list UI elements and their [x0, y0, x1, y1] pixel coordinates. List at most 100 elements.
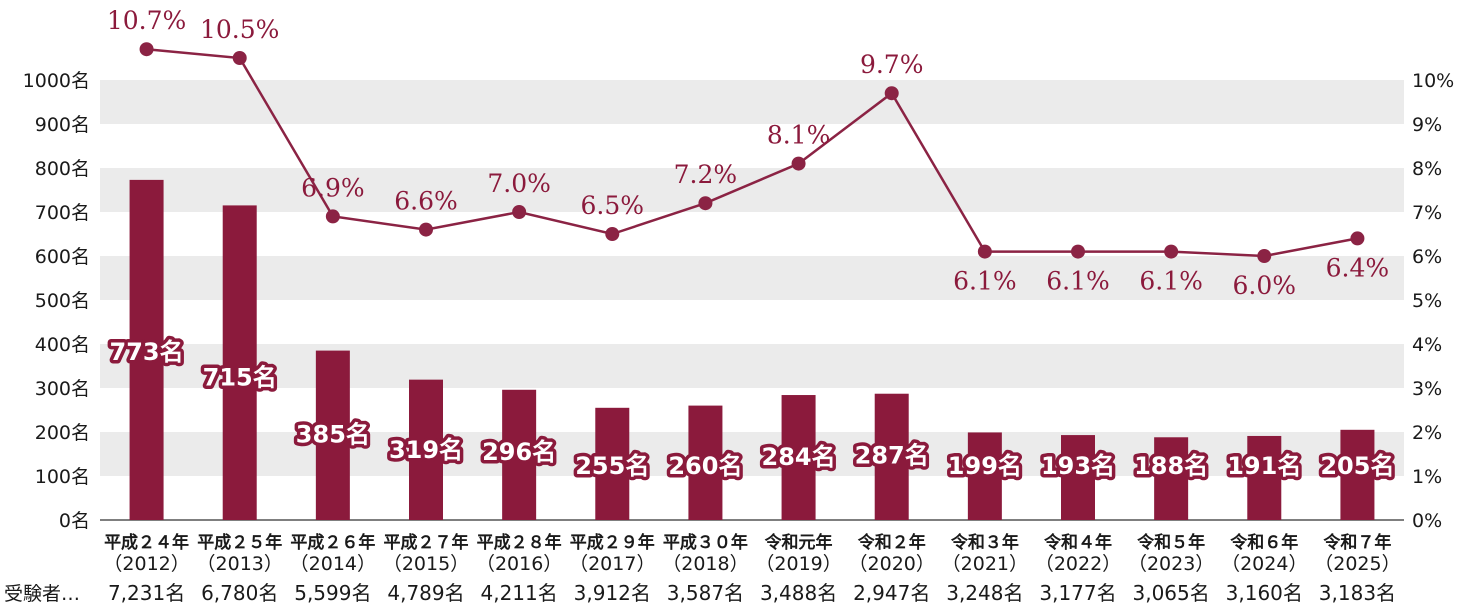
bar-value-label: 205名	[1320, 452, 1394, 480]
examinee-count: 4,211名	[481, 581, 558, 605]
line-series	[139, 42, 1365, 263]
line-point	[419, 222, 433, 237]
bar-value-label: 287名	[855, 442, 929, 470]
examinee-count: 3,065名	[1133, 581, 1210, 605]
bar-value-label: 296名	[482, 438, 556, 466]
bar-value-label: 284名	[762, 443, 836, 471]
examinee-count: 6,780名	[201, 581, 278, 605]
bar	[967, 432, 1002, 520]
x-tick-label-era: 平成２６年	[290, 532, 375, 553]
examinee-count: 3,488名	[760, 581, 837, 605]
x-tick-label-era: 令和７年	[1323, 532, 1391, 553]
right-tick-label: 4%	[1412, 334, 1442, 356]
bar-value-label: 199名	[948, 452, 1022, 480]
line-value-label: 10.7%	[107, 6, 186, 35]
left-tick-label: 1000名	[23, 70, 90, 92]
bar	[129, 179, 164, 520]
x-tick-label-era: 平成２８年	[477, 532, 562, 553]
right-tick-label: 1%	[1412, 466, 1442, 488]
line-point	[232, 51, 247, 65]
bar-value-label: 260名	[668, 452, 742, 480]
x-tick-label-year: （2023）	[1128, 553, 1214, 575]
x-tick-label-year: （2018）	[662, 553, 748, 575]
x-tick-label-year: （2019）	[755, 553, 841, 575]
bar-value-label: 191名	[1227, 452, 1301, 480]
right-tick-label: 10%	[1412, 70, 1454, 92]
right-tick-label: 7%	[1412, 202, 1442, 224]
line-path	[146, 47, 1358, 258]
x-tick-label-year: （2016）	[476, 553, 562, 575]
left-tick-label: 500名	[35, 290, 90, 312]
bar	[781, 395, 816, 520]
right-tick-label: 0%	[1412, 510, 1442, 532]
line-value-label: 10.5%	[200, 15, 279, 44]
line-point	[1350, 231, 1365, 246]
line-value-label: 6.0%	[1233, 271, 1297, 300]
left-axis-ticks: 0名 100名 200名 300名 400名 500名 600名 700名 800名 900名 10…	[23, 70, 90, 532]
line-value-label: 6.1%	[1139, 267, 1203, 296]
x-tick-label-era: 平成３０年	[663, 532, 748, 553]
x-tick-label-era: 平成２９年	[570, 532, 655, 553]
line-point	[1257, 249, 1272, 263]
line-value-label: 6.1%	[953, 267, 1017, 296]
x-tick-label-era: 令和２年	[858, 532, 926, 553]
line-value-label: 7.0%	[487, 169, 551, 198]
x-tick-label-year: （2022）	[1035, 553, 1121, 575]
examinee-count: 2,947名	[853, 581, 930, 605]
right-tick-label: 6%	[1412, 246, 1442, 268]
examinee-count: 3,248名	[946, 581, 1023, 605]
x-tick-label-year: （2014）	[290, 553, 376, 575]
x-tick-label-era: 令和６年	[1230, 532, 1298, 553]
x-tick-label-era: 平成２４年	[104, 532, 189, 553]
bar	[595, 407, 630, 520]
examinee-count: 3,912名	[574, 581, 651, 605]
grid-band	[100, 344, 1404, 388]
line-point	[698, 196, 713, 211]
line-value-label: 7.2%	[674, 160, 738, 189]
bar	[874, 393, 909, 520]
x-tick-label-year: （2017）	[569, 553, 655, 575]
x-tick-label-year: （2012）	[103, 553, 189, 575]
examinee-row: 受験者… 7,231名 6,780名 5,599名 4,789名 4,211名 3,912名…	[4, 581, 1396, 605]
right-tick-label: 2%	[1412, 422, 1442, 444]
x-tick-label-year: （2021）	[942, 553, 1028, 575]
x-axis-labels: 平成２４年（2012）平成２５年（2013）平成２６年（2014）平成２７年（2…	[103, 532, 1400, 575]
right-tick-label: 5%	[1412, 290, 1442, 312]
line-point	[139, 42, 154, 57]
grid-band	[100, 80, 1404, 124]
x-tick-label-year: （2025）	[1314, 553, 1400, 575]
bar-value-label: 385名	[296, 421, 370, 449]
line-value-labels: 10.7% 10.5% 6.9% 6.6% 7.0% 6.5% 7.2% 8.1% 9.7% 6.…	[107, 6, 1389, 300]
line-point	[977, 244, 992, 259]
right-tick-label: 3%	[1412, 378, 1442, 400]
examinee-count: 5,599名	[294, 581, 371, 605]
left-tick-label: 0名	[59, 510, 90, 532]
bar	[688, 405, 723, 520]
left-tick-label: 600名	[35, 246, 90, 268]
line-point	[325, 209, 340, 224]
bar	[1154, 437, 1189, 520]
line-point	[791, 156, 806, 171]
left-tick-label: 300名	[35, 378, 90, 400]
right-tick-label: 9%	[1412, 114, 1442, 136]
left-tick-label: 800名	[35, 158, 90, 180]
line-value-label: 6.4%	[1326, 253, 1390, 282]
line-point	[884, 86, 899, 101]
line-value-label: 8.1%	[767, 121, 831, 150]
x-tick-label-year: （2024）	[1221, 553, 1307, 575]
examinee-count: 3,160名	[1226, 581, 1303, 605]
x-tick-label-year: （2013）	[197, 553, 283, 575]
bar	[1340, 429, 1375, 520]
line-value-label: 6.9%	[301, 173, 365, 202]
x-tick-label-era: 令和４年	[1044, 532, 1112, 553]
bar	[502, 389, 537, 520]
left-tick-label: 200名	[35, 422, 90, 444]
line-point	[1071, 244, 1085, 259]
examinee-count: 3,587名	[667, 581, 744, 605]
background-bands	[100, 80, 1404, 476]
grid-band	[100, 256, 1404, 300]
line-point	[605, 227, 620, 241]
right-tick-label: 8%	[1412, 158, 1442, 180]
